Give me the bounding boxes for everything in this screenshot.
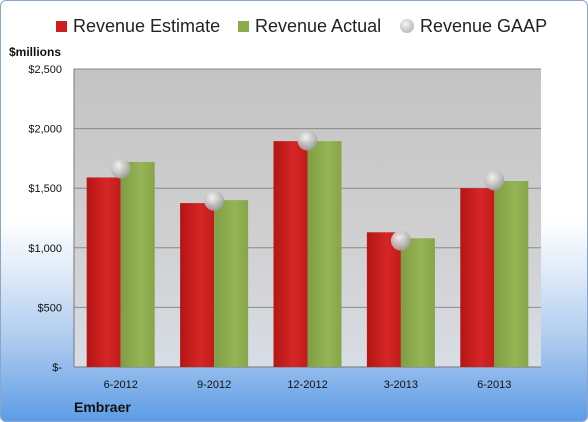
- legend-item-estimate: Revenue Estimate: [56, 15, 220, 37]
- gaap-marker: [297, 130, 318, 151]
- bar-estimate: [273, 141, 308, 367]
- bar-actual: [120, 161, 155, 367]
- legend-item-actual: Revenue Actual: [238, 15, 381, 37]
- legend-swatch-actual: [238, 20, 249, 32]
- y-tick-label: $1,500: [28, 183, 62, 195]
- y-tick-label: $2,000: [28, 124, 62, 136]
- bar-actual: [494, 181, 529, 367]
- legend-label-estimate: Revenue Estimate: [73, 15, 221, 36]
- y-tick-label: $-: [52, 362, 62, 374]
- x-tick-label: 3-2013: [384, 379, 418, 391]
- bar-estimate: [366, 232, 401, 367]
- gaap-marker: [204, 190, 225, 211]
- legend-swatch-gaap: [400, 19, 414, 33]
- legend-swatch-estimate: [56, 20, 67, 32]
- bar-actual: [307, 141, 342, 367]
- x-tick-label: 6-2013: [477, 379, 511, 391]
- x-tick-label: 9-2012: [197, 379, 231, 391]
- bar-estimate: [86, 177, 121, 367]
- gaap-marker: [110, 158, 131, 179]
- x-tick-label: 6-2012: [104, 379, 138, 391]
- x-tick-label: 12-2012: [287, 379, 327, 391]
- y-tick-label: $2,500: [28, 64, 62, 76]
- company-label: Embraer: [74, 399, 131, 415]
- y-tick-label: $1,000: [28, 243, 62, 255]
- bar-estimate: [180, 203, 215, 367]
- gaap-marker: [390, 230, 411, 251]
- legend-item-gaap: Revenue GAAP: [400, 15, 547, 37]
- y-axis-unit-label: $millions: [9, 45, 62, 59]
- bar-actual: [214, 200, 249, 367]
- legend-label-gaap: Revenue GAAP: [420, 15, 548, 36]
- bar-estimate: [460, 188, 495, 367]
- y-tick-label: $500: [38, 302, 62, 314]
- legend-label-actual: Revenue Actual: [255, 15, 382, 36]
- gaap-marker: [484, 170, 505, 191]
- bar-actual: [400, 238, 435, 367]
